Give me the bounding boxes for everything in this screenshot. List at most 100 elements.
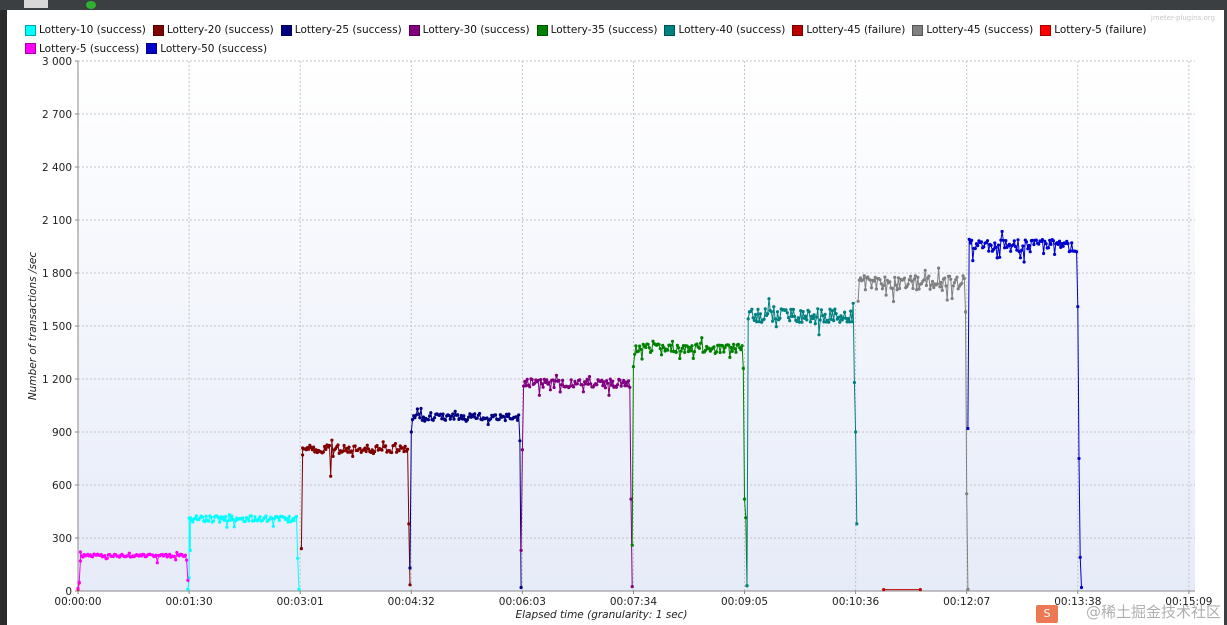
data-point [751, 316, 755, 320]
data-point [906, 282, 910, 286]
data-point [485, 416, 489, 420]
data-point [207, 519, 211, 523]
data-point [987, 249, 991, 253]
series-lottery-30-success [519, 373, 634, 589]
data-point [836, 315, 841, 319]
legend-swatch [1040, 24, 1052, 36]
data-point [940, 288, 944, 292]
data-point [1044, 242, 1048, 246]
data-point [723, 346, 727, 350]
data-point [341, 449, 345, 453]
data-point [1037, 242, 1041, 246]
data-point [287, 514, 291, 519]
data-point [572, 385, 576, 389]
data-point [243, 519, 247, 524]
data-point [587, 375, 592, 379]
data-point [595, 383, 599, 387]
data-point [924, 283, 929, 288]
data-point [586, 382, 590, 386]
data-point [732, 342, 736, 346]
x-axis-title: Elapsed time (granularity: 1 sec) [515, 609, 687, 621]
data-point [419, 406, 423, 411]
data-point [557, 378, 561, 383]
data-point [666, 348, 670, 352]
data-point [231, 517, 235, 522]
juejin-watermark: @稀土掘金技术社区 [1085, 603, 1221, 621]
data-point [364, 449, 368, 454]
data-point [353, 444, 357, 448]
data-point [879, 282, 883, 286]
data-point [241, 516, 245, 520]
data-point [1077, 456, 1081, 461]
data-point [856, 299, 860, 303]
data-point [1051, 239, 1055, 243]
data-point [746, 317, 750, 321]
data-point [155, 561, 159, 565]
data-point [678, 356, 682, 361]
data-point [1015, 248, 1019, 252]
data-point [519, 548, 523, 553]
data-point [771, 319, 775, 323]
data-point [882, 283, 886, 288]
data-point [292, 518, 296, 523]
x-tick-label: 00:01:30 [166, 596, 213, 608]
data-point [902, 276, 907, 280]
data-point [804, 314, 808, 318]
series-lottery-45-success [856, 266, 970, 591]
series-lottery-40-success [745, 297, 859, 588]
data-point [551, 378, 555, 382]
window-tab[interactable] [24, 0, 48, 8]
data-point [928, 287, 932, 291]
data-point [345, 446, 349, 450]
data-point [896, 276, 901, 280]
data-point [468, 412, 472, 416]
data-point [346, 450, 350, 454]
legend-label: Lottery-45 (success) [926, 24, 1034, 36]
data-point [799, 309, 803, 313]
x-tick-label: 00:06:03 [499, 596, 546, 608]
data-point [1004, 239, 1008, 243]
legend-label: Lottery-40 (success) [678, 24, 786, 36]
legend-swatch [280, 24, 292, 36]
data-point [522, 384, 526, 388]
data-point [230, 514, 234, 518]
data-point [271, 524, 275, 528]
data-point [1017, 250, 1021, 254]
data-point [927, 274, 931, 278]
data-point [963, 310, 968, 314]
series-lottery-5-success [76, 550, 190, 591]
data-point [608, 377, 612, 381]
data-point [191, 520, 195, 524]
data-point [324, 447, 328, 451]
data-point [1059, 245, 1063, 249]
data-point [960, 281, 964, 285]
data-point [475, 416, 479, 420]
data-point [606, 381, 610, 385]
data-point [327, 443, 332, 448]
data-point [744, 516, 748, 520]
data-point [525, 377, 529, 381]
data-point [811, 316, 815, 321]
legend-item: Lottery-5 (success) [25, 41, 139, 57]
data-point [795, 319, 799, 324]
data-point [650, 349, 654, 353]
data-point [728, 355, 732, 359]
data-point [789, 307, 793, 311]
data-point [185, 558, 189, 562]
data-point [757, 320, 761, 324]
data-point [944, 284, 948, 288]
data-point [884, 293, 888, 297]
data-point [631, 365, 636, 369]
data-point [852, 380, 857, 385]
data-point [489, 417, 493, 421]
data-point [187, 576, 191, 580]
legend-item: Lottery-35 (success) [536, 22, 657, 38]
data-point [680, 346, 684, 350]
data-point [797, 320, 802, 324]
data-point [750, 307, 754, 311]
data-point [428, 414, 432, 418]
data-point [467, 415, 471, 419]
data-point [830, 309, 835, 313]
data-point [1076, 305, 1080, 309]
